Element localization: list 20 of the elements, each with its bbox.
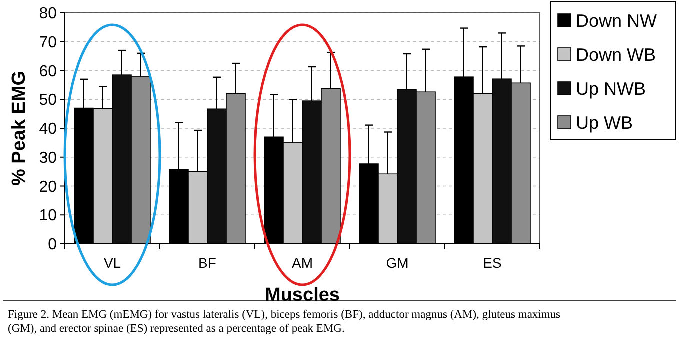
legend-label: Down WB — [576, 44, 656, 65]
x-tick-label: VL — [104, 255, 122, 271]
legend-label: Down NW — [576, 10, 658, 31]
y-tick-label: 60 — [39, 63, 58, 80]
x-tick-label: BF — [198, 255, 216, 271]
x-tick-label: AM — [292, 255, 313, 271]
y-tick-label: 80 — [39, 6, 58, 23]
caption: Figure 2. Mean EMG (mEMG) for vastus lateralis (VL), biceps femoris (BF), adductor magnus (AM), gluteus maximus (GM), and erector spinae (ES) represented as a percentage of peak EMG. — [8, 309, 562, 335]
x-tick-label: ES — [483, 255, 502, 271]
legend-label: Up WB — [576, 112, 634, 133]
y-tick-label: 50 — [39, 92, 58, 110]
y-tick-label: 10 — [39, 208, 58, 225]
y-tick-label: 20 — [39, 178, 58, 196]
y-tick-label: 40 — [39, 121, 58, 138]
y-tick-label: 70 — [39, 34, 58, 52]
y-tick-label: 30 — [39, 150, 58, 167]
y-tick-label: 0 — [48, 236, 58, 254]
legend-label: Up NWB — [576, 78, 646, 99]
y-axis-title: % Peak EMG — [9, 70, 30, 186]
x-tick-label: GM — [386, 255, 409, 271]
